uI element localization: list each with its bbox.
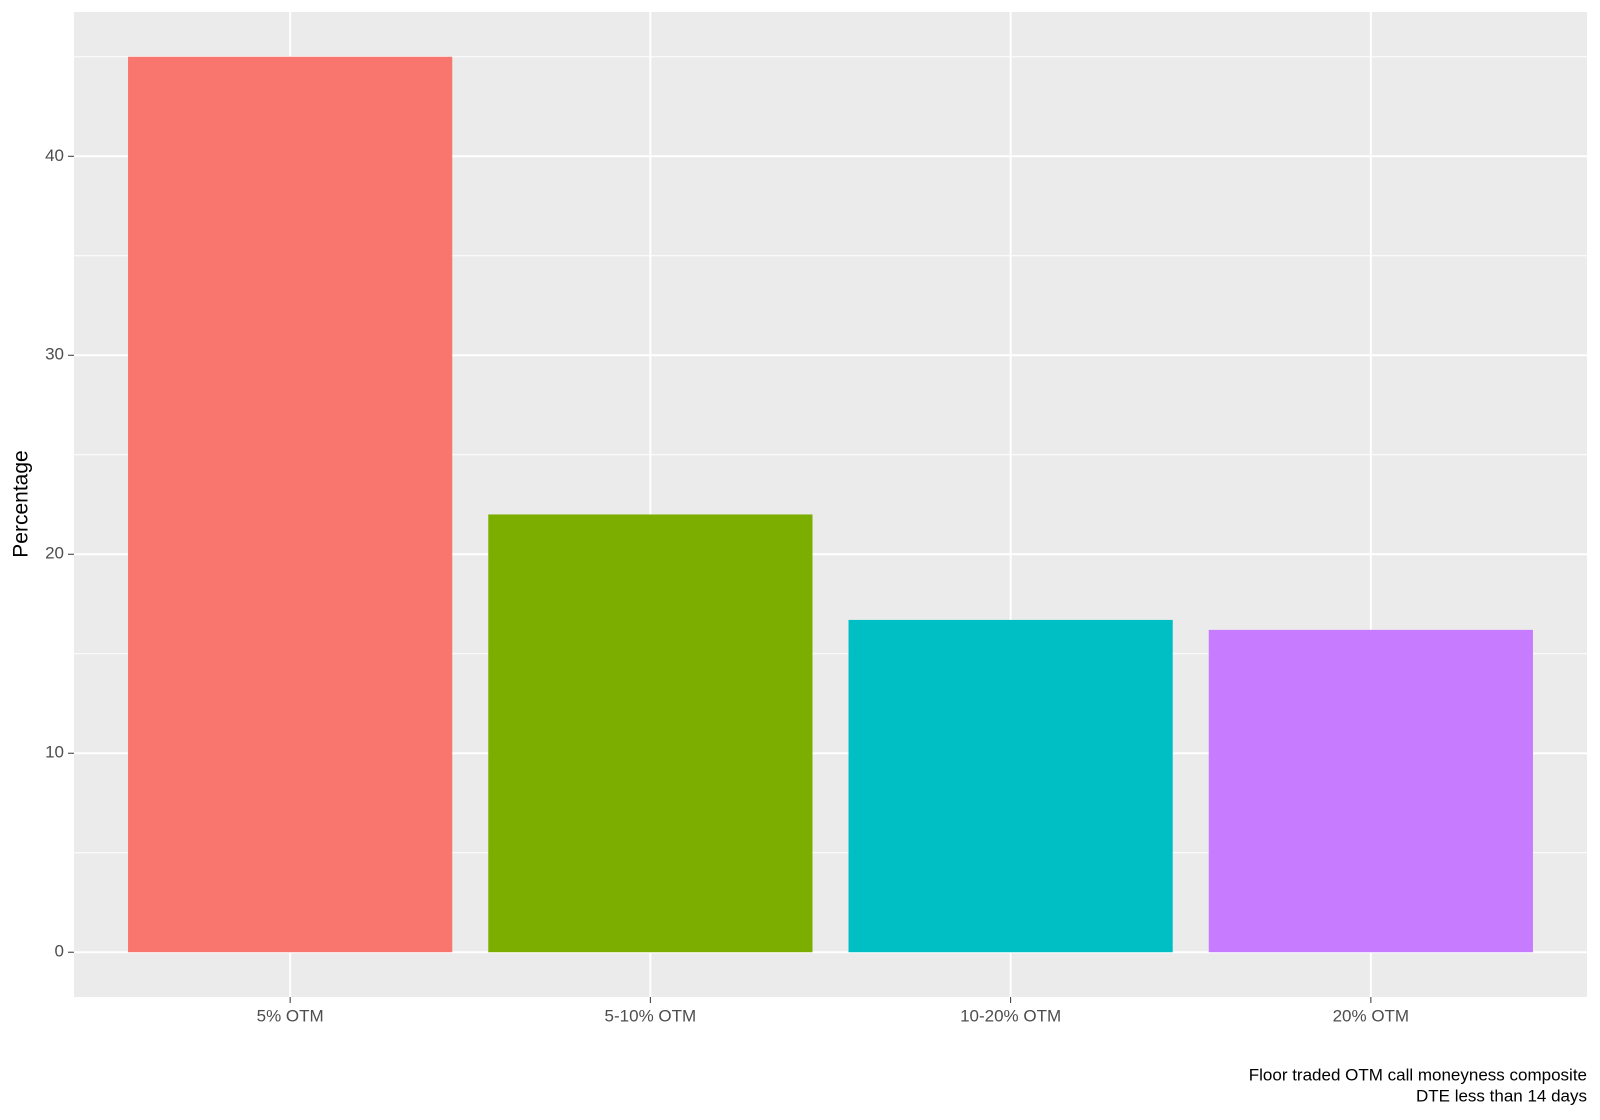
bar <box>1208 629 1533 953</box>
y-tick-label: 20 <box>45 544 64 563</box>
x-tick-label: 5% OTM <box>257 1006 324 1025</box>
x-tick-label: 20% OTM <box>1333 1006 1410 1025</box>
y-axis-title: Percentage <box>10 450 33 557</box>
bar <box>128 56 453 953</box>
x-tick-label: 5-10% OTM <box>605 1006 697 1025</box>
x-tick-label: 10-20% OTM <box>960 1006 1061 1025</box>
y-tick-label: 10 <box>45 743 64 762</box>
bar <box>488 514 813 953</box>
bar <box>848 619 1173 953</box>
y-tick-label: 0 <box>55 942 64 961</box>
caption: DTE less than 14 days <box>1416 1086 1587 1105</box>
caption: Floor traded OTM call moneyness composit… <box>1249 1065 1587 1084</box>
y-tick-label: 30 <box>45 345 64 364</box>
y-tick-label: 40 <box>45 146 64 165</box>
